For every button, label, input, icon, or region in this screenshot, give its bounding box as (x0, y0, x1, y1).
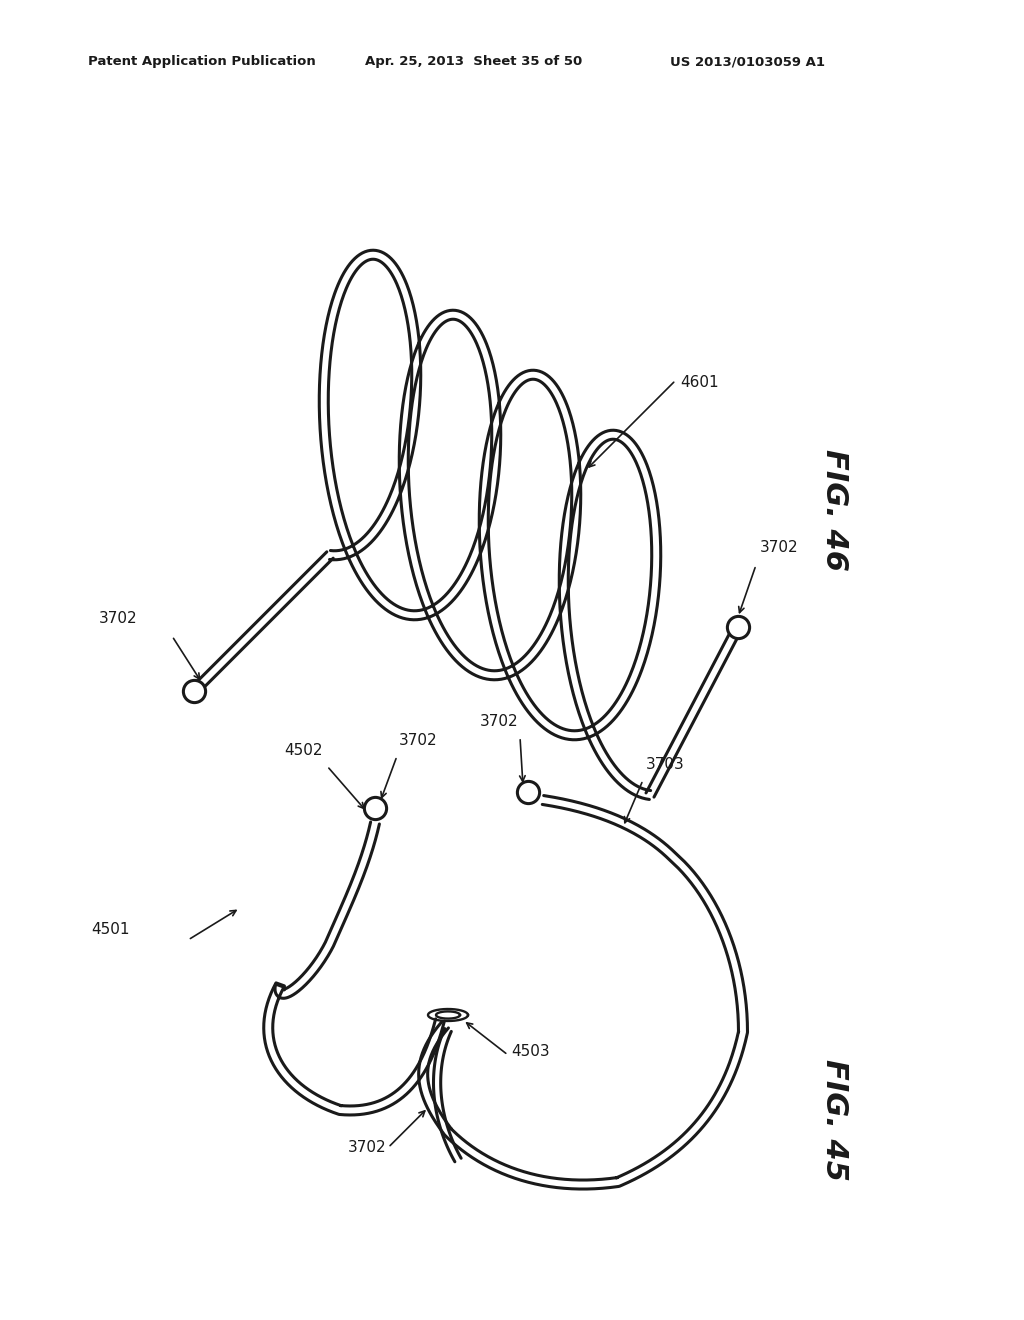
Text: US 2013/0103059 A1: US 2013/0103059 A1 (670, 55, 825, 69)
Text: 3703: 3703 (646, 756, 685, 772)
Text: FIG. 46: FIG. 46 (820, 449, 849, 572)
Text: 4601: 4601 (681, 375, 719, 391)
Text: 3702: 3702 (479, 714, 518, 729)
Text: FIG. 45: FIG. 45 (820, 1059, 849, 1181)
Text: 3702: 3702 (399, 733, 437, 748)
Text: Apr. 25, 2013  Sheet 35 of 50: Apr. 25, 2013 Sheet 35 of 50 (365, 55, 583, 69)
Text: 4503: 4503 (511, 1044, 550, 1059)
Text: 4501: 4501 (91, 923, 130, 937)
Text: 3702: 3702 (760, 540, 799, 554)
Text: 4502: 4502 (285, 743, 323, 758)
Text: 3702: 3702 (99, 611, 137, 626)
Text: Patent Application Publication: Patent Application Publication (88, 55, 315, 69)
Text: 3702: 3702 (347, 1139, 386, 1155)
